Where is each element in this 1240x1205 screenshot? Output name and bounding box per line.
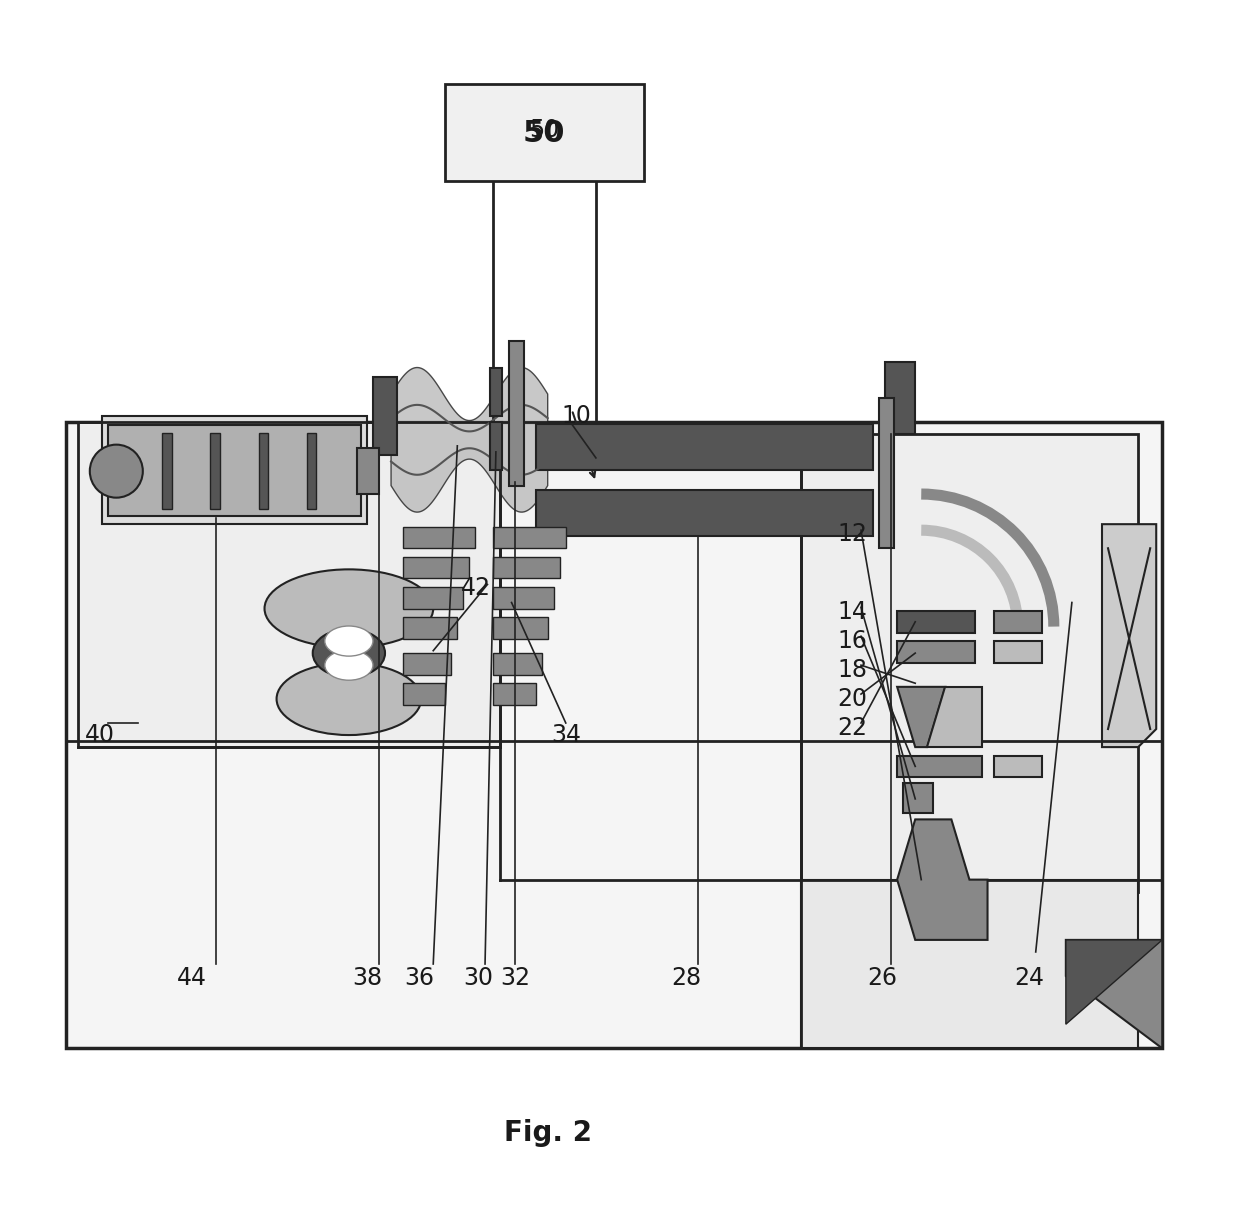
Text: 22: 22	[837, 716, 868, 740]
Bar	[490, 422, 502, 470]
Bar	[494, 683, 536, 705]
Text: 38: 38	[352, 966, 382, 991]
Text: 24: 24	[1014, 966, 1044, 991]
Bar	[403, 587, 464, 609]
Bar	[162, 433, 171, 509]
Text: 16: 16	[838, 629, 868, 653]
Text: 18: 18	[837, 658, 868, 682]
Polygon shape	[1066, 940, 1162, 1024]
Bar	[898, 641, 976, 663]
Bar	[258, 433, 268, 509]
Bar	[211, 433, 219, 509]
Bar	[78, 422, 500, 747]
Text: 34: 34	[551, 723, 580, 747]
Bar	[510, 341, 523, 486]
Bar	[879, 398, 894, 548]
Text: 14: 14	[838, 600, 868, 624]
Bar	[494, 653, 542, 675]
Text: 50: 50	[523, 119, 565, 148]
Polygon shape	[898, 819, 987, 940]
Polygon shape	[928, 687, 982, 747]
Text: 44: 44	[177, 966, 207, 991]
Polygon shape	[898, 687, 945, 747]
Bar	[536, 424, 873, 470]
Ellipse shape	[325, 651, 373, 680]
Bar	[993, 756, 1042, 777]
Bar	[903, 783, 934, 813]
Bar	[494, 527, 565, 548]
Text: 20: 20	[837, 687, 868, 711]
Bar	[357, 448, 379, 494]
Bar	[536, 490, 873, 536]
Bar	[66, 422, 1162, 1048]
Bar	[403, 527, 475, 548]
Bar	[403, 557, 470, 578]
Bar	[993, 611, 1042, 633]
Ellipse shape	[264, 570, 433, 648]
Bar	[801, 434, 1138, 892]
Ellipse shape	[325, 627, 373, 656]
Text: 36: 36	[404, 966, 434, 991]
Text: 40: 40	[84, 723, 114, 747]
Polygon shape	[1102, 524, 1156, 747]
Bar	[885, 362, 915, 434]
Bar	[494, 617, 548, 639]
Ellipse shape	[312, 629, 386, 677]
Bar	[403, 683, 445, 705]
Circle shape	[89, 445, 143, 498]
Text: 26: 26	[868, 966, 898, 991]
Bar	[494, 587, 554, 609]
Bar	[108, 425, 361, 516]
Bar	[403, 617, 458, 639]
Bar	[490, 368, 502, 416]
Bar	[102, 416, 367, 524]
Ellipse shape	[277, 663, 422, 735]
Bar	[494, 557, 559, 578]
Text: 12: 12	[838, 522, 868, 546]
Bar	[993, 641, 1042, 663]
Bar	[898, 756, 982, 777]
Bar	[801, 880, 1138, 1048]
Bar	[403, 653, 451, 675]
Bar	[898, 611, 976, 633]
Polygon shape	[391, 368, 548, 512]
Bar	[306, 433, 316, 509]
Text: 28: 28	[671, 966, 702, 991]
Text: 32: 32	[500, 966, 531, 991]
Text: Fig. 2: Fig. 2	[503, 1118, 591, 1147]
Polygon shape	[1066, 940, 1162, 1048]
Text: 42: 42	[460, 576, 490, 600]
Text: 10: 10	[562, 404, 591, 428]
Bar	[373, 377, 397, 455]
Text: 50: 50	[529, 118, 559, 142]
Bar	[445, 84, 644, 181]
Text: 30: 30	[463, 966, 492, 991]
